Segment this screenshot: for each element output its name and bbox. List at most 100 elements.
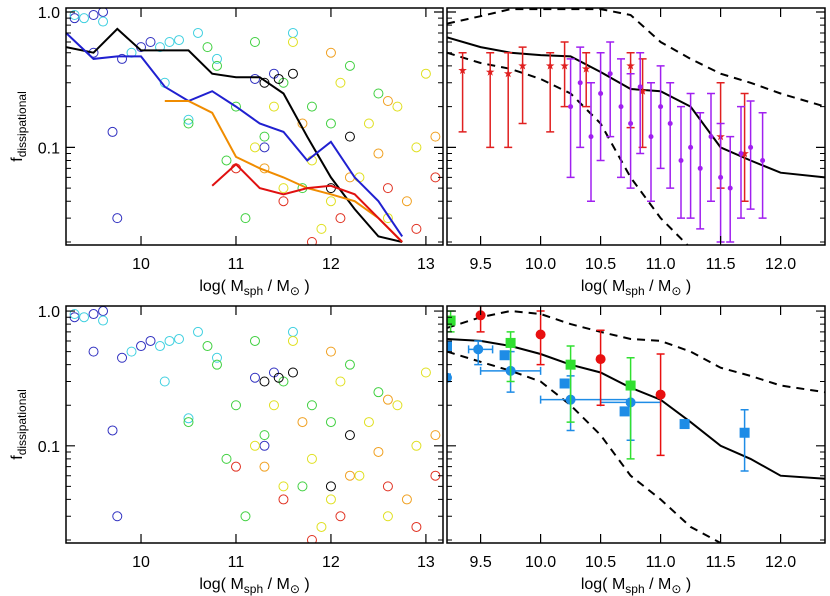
scatter-point	[316, 223, 327, 234]
error-bar	[707, 92, 715, 202]
scatter-point	[174, 35, 185, 46]
marker	[505, 337, 516, 348]
error-bar	[666, 82, 675, 189]
scatter-point	[98, 8, 109, 17]
scatter-point	[164, 335, 175, 346]
scatter-point	[306, 400, 317, 411]
marker	[625, 380, 636, 391]
scatter-point	[297, 481, 308, 492]
scatter-point	[164, 37, 175, 48]
scatter-point	[382, 394, 393, 405]
scatter-point	[325, 494, 336, 505]
error-bar	[626, 72, 635, 189]
scatter-point	[344, 359, 355, 370]
x-tick-label: 11.0	[646, 256, 676, 273]
scatter-point	[392, 400, 403, 411]
scatter-point	[221, 155, 232, 166]
y-tick-label: 0.1	[38, 140, 60, 157]
marker	[748, 144, 754, 150]
scatter-point	[259, 131, 270, 142]
scatter-point	[249, 142, 260, 153]
scatter-point	[79, 13, 90, 24]
scatter-point	[287, 68, 298, 79]
scatter-point	[325, 481, 336, 492]
marker	[740, 149, 749, 158]
error-bar	[636, 51, 645, 155]
scatter-point	[344, 60, 355, 71]
marker	[648, 134, 654, 140]
marker	[618, 104, 624, 110]
x-axis-label: log( Msph / M⊙ )	[199, 278, 309, 298]
error-bar	[696, 112, 705, 230]
x-label-part: / M	[645, 576, 672, 593]
x-tick-label: 9.5	[469, 554, 491, 571]
marker	[655, 389, 666, 400]
scatter-point	[230, 400, 241, 411]
scatter-point	[211, 53, 222, 64]
x-label-part: sph	[244, 284, 263, 298]
scatter-point	[183, 114, 194, 125]
marker	[688, 144, 694, 150]
marker	[518, 61, 527, 70]
marker	[588, 134, 594, 140]
error-bar	[737, 105, 745, 219]
axes-frame	[65, 7, 444, 246]
scatter-point	[69, 9, 80, 20]
x-label-part: / M	[263, 278, 290, 295]
x-tick-label: 9.5	[469, 256, 491, 273]
scatter-point	[230, 461, 241, 472]
scatter-point	[335, 77, 346, 88]
x-axis-label: log( Msph / M⊙ )	[199, 576, 309, 596]
scatter-point	[306, 101, 317, 112]
x-tick-label: 11	[228, 554, 245, 571]
scatter-point	[344, 470, 355, 481]
scatter-point	[325, 47, 336, 58]
marker	[667, 121, 673, 127]
scatter-point	[88, 9, 99, 20]
scatter-point	[306, 453, 317, 464]
scatter-point	[221, 453, 232, 464]
marker	[738, 151, 744, 157]
error-bar	[617, 58, 625, 179]
marker	[503, 69, 513, 78]
error-bar	[596, 329, 605, 406]
scatter-point	[401, 494, 412, 505]
x-tick-label: 10.5	[585, 554, 616, 571]
scatter-point	[249, 372, 260, 383]
error-bar	[606, 41, 615, 138]
x-tick-label: 12.0	[765, 554, 796, 571]
scatter-point	[273, 372, 284, 383]
plot-area	[447, 306, 825, 543]
line	[66, 32, 404, 237]
scatter-point	[268, 101, 279, 112]
scatter-point	[335, 213, 346, 224]
scatter-point	[126, 346, 137, 357]
marker	[473, 344, 484, 355]
error-bar	[576, 46, 585, 149]
error-bar	[596, 51, 605, 162]
x-tick-label: 11	[228, 256, 245, 273]
scatter-point	[382, 481, 393, 492]
scatter-point	[382, 183, 393, 194]
scatter-point	[373, 88, 384, 99]
scatter-point	[159, 376, 170, 387]
scatter-point	[411, 521, 422, 532]
marker	[739, 427, 750, 438]
marker	[628, 121, 634, 127]
x-label-part: log( M	[199, 278, 243, 295]
scatter-point	[117, 352, 128, 363]
scatter-point	[363, 118, 374, 129]
scatter-point	[230, 101, 241, 112]
marker	[535, 329, 546, 340]
error-bar	[758, 112, 767, 219]
x-tick-label: 10	[132, 554, 150, 571]
scatter-point	[259, 376, 270, 387]
line	[447, 350, 722, 543]
scatter-point	[202, 42, 213, 53]
scatter-point	[183, 413, 194, 424]
marker	[565, 359, 576, 370]
scatter-point	[278, 183, 289, 194]
scatter-point	[145, 37, 156, 48]
marker	[499, 350, 510, 361]
